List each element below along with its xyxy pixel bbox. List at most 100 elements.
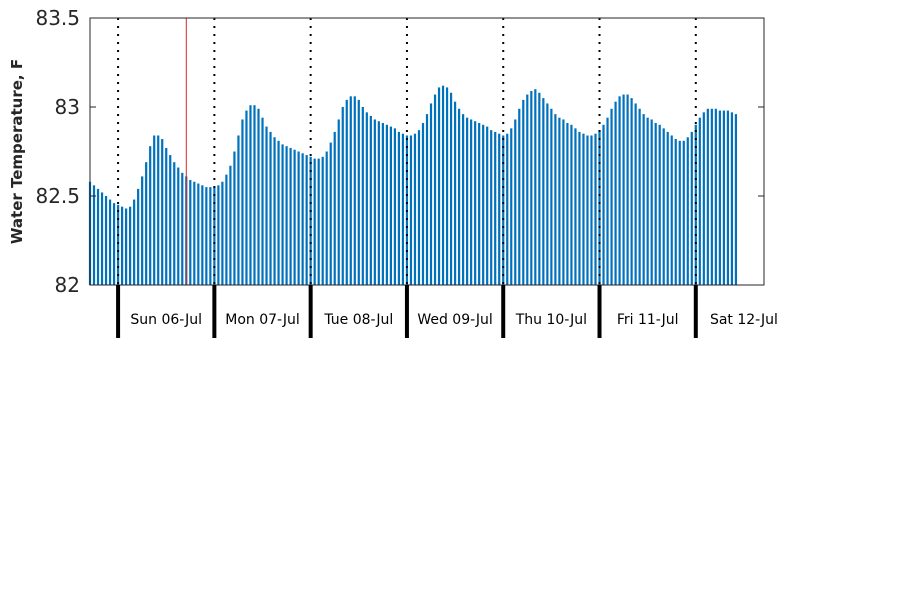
bar	[494, 131, 497, 285]
bar	[642, 114, 645, 286]
bar	[108, 199, 112, 285]
bar	[245, 110, 248, 285]
bar	[225, 174, 228, 285]
bar	[429, 103, 433, 285]
bar	[229, 165, 232, 285]
bar	[381, 123, 384, 286]
y-axis-title: Water Temperature, F	[8, 59, 26, 244]
bar	[217, 185, 220, 285]
bar	[490, 130, 493, 285]
bar	[157, 135, 160, 285]
bar	[161, 139, 164, 285]
y-tick-label: 83	[55, 95, 80, 119]
bar	[706, 108, 709, 285]
bar	[205, 187, 208, 285]
bar	[606, 117, 609, 286]
bar	[297, 151, 300, 285]
bar	[650, 119, 653, 286]
bar	[614, 101, 617, 285]
bar	[466, 117, 469, 286]
bar	[125, 208, 128, 285]
bar	[574, 128, 577, 285]
day-tick-label: Mon 07-Jul	[225, 312, 300, 328]
bar	[285, 146, 288, 285]
bar	[718, 110, 721, 285]
bar	[546, 103, 549, 285]
bar	[333, 131, 336, 285]
bar	[558, 117, 561, 286]
bar	[120, 206, 124, 285]
bar	[449, 92, 453, 285]
bar	[177, 167, 180, 285]
bar	[397, 131, 401, 285]
bar	[153, 135, 156, 285]
bar	[265, 126, 268, 285]
bar	[674, 139, 677, 285]
y-tick-label: 82	[55, 273, 80, 297]
day-tick-label: Wed 09-Jul	[417, 312, 493, 328]
bar	[289, 147, 292, 285]
bar	[462, 114, 465, 286]
bar	[658, 124, 661, 285]
bar	[638, 108, 641, 285]
bar	[498, 133, 501, 285]
bar	[129, 206, 132, 285]
bar	[341, 107, 344, 285]
bar	[345, 99, 348, 285]
bar	[445, 87, 449, 285]
bar	[193, 181, 196, 285]
bar	[313, 158, 316, 285]
bar	[682, 140, 685, 285]
bar	[257, 108, 260, 285]
bar	[578, 131, 581, 285]
day-tick-label: Tue 08-Jul	[323, 312, 393, 328]
bar	[550, 108, 553, 285]
bar-series	[88, 85, 738, 286]
bar	[702, 112, 705, 285]
bar	[514, 119, 517, 286]
bar	[281, 144, 284, 285]
bar	[453, 101, 457, 285]
bar	[526, 94, 529, 285]
bar	[654, 123, 657, 286]
bar	[582, 133, 585, 285]
bar	[506, 133, 509, 285]
bar	[137, 188, 140, 285]
bar	[241, 119, 244, 286]
bar	[233, 151, 236, 285]
bar	[116, 204, 120, 285]
bar	[169, 155, 172, 285]
bar	[538, 92, 541, 285]
day-tick-label: Fri 11-Jul	[617, 312, 679, 328]
bar	[261, 117, 264, 286]
bar	[337, 119, 340, 286]
bar	[610, 108, 613, 285]
bar	[474, 121, 477, 286]
bar	[722, 110, 725, 285]
bar	[417, 130, 421, 285]
bar	[694, 124, 697, 285]
bar	[309, 156, 312, 285]
bar	[189, 179, 192, 285]
bar	[562, 119, 565, 286]
bar	[353, 96, 356, 285]
bar	[361, 107, 364, 285]
bar	[630, 98, 633, 285]
bar	[602, 124, 605, 285]
bar	[598, 130, 601, 285]
bar	[734, 114, 738, 286]
bar	[626, 94, 629, 285]
bar	[570, 124, 573, 285]
bar	[92, 185, 96, 285]
bar	[586, 135, 589, 285]
bar	[590, 135, 593, 285]
bar	[369, 115, 372, 286]
bar	[441, 85, 445, 285]
bar	[173, 162, 176, 285]
bar	[634, 103, 637, 285]
bar	[457, 108, 461, 285]
bar	[377, 121, 380, 286]
bar	[385, 124, 388, 285]
bar	[542, 98, 545, 285]
